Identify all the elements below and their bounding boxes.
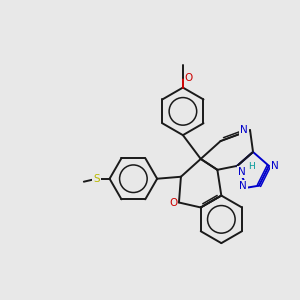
Text: N: N: [239, 181, 247, 191]
Text: N: N: [238, 167, 246, 177]
Text: O: O: [185, 73, 193, 83]
Text: O: O: [169, 197, 177, 208]
Text: S: S: [93, 174, 100, 184]
Text: N: N: [240, 125, 248, 135]
Text: H: H: [248, 162, 254, 171]
Text: N: N: [271, 161, 279, 171]
